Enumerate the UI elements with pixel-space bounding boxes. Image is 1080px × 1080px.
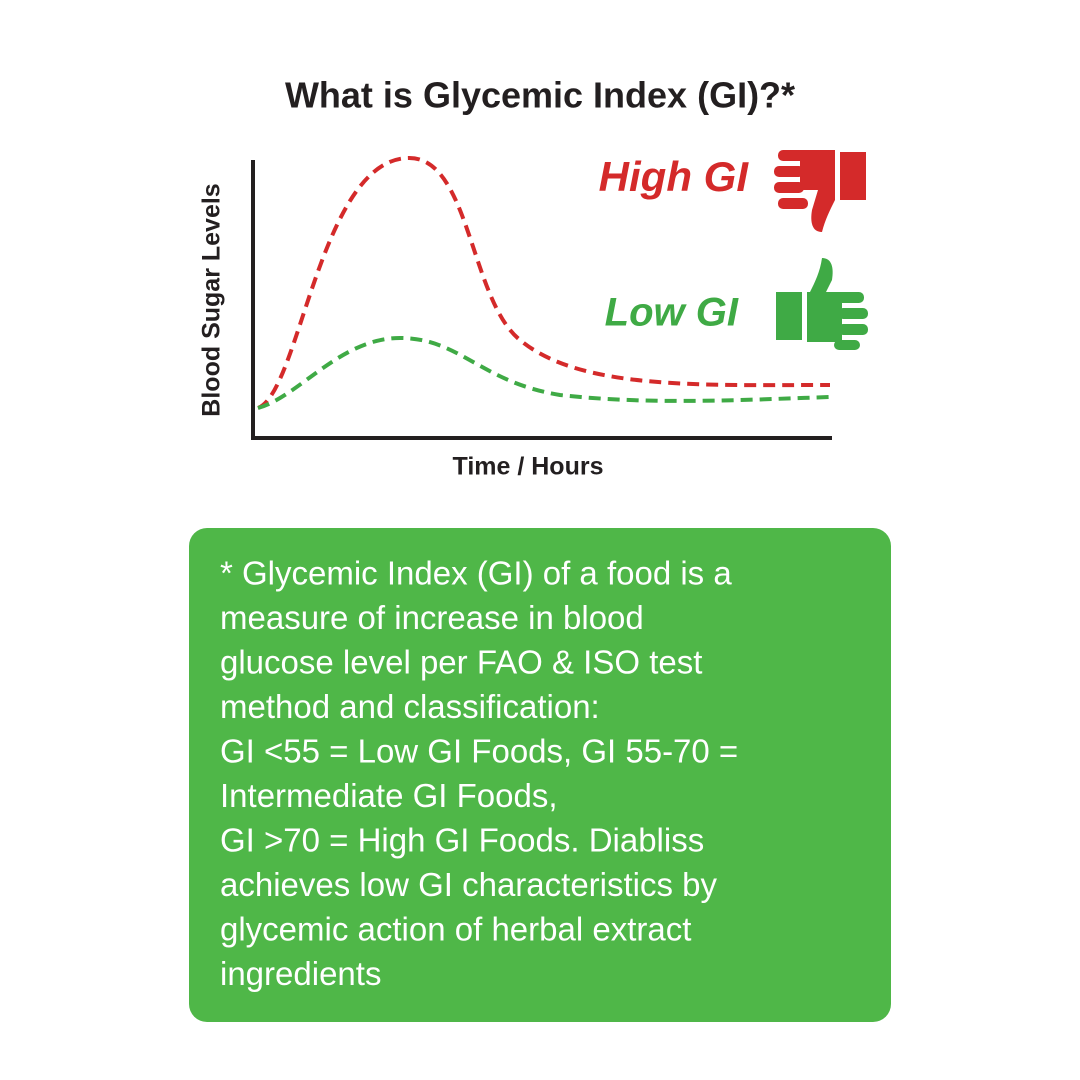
- note-line: glucose level per FAO & ISO test: [220, 644, 702, 681]
- high-gi-curve: [257, 155, 831, 410]
- title: What is Glycemic Index (GI)?*: [285, 75, 795, 116]
- note-line: Intermediate GI Foods,: [220, 777, 558, 814]
- note-line: glycemic action of herbal extract: [220, 911, 691, 948]
- thumbs-up-icon: [776, 258, 868, 350]
- note-line: ingredients: [220, 955, 381, 992]
- high-gi-label: High GI: [599, 153, 750, 200]
- y-axis-label: Blood Sugar Levels: [198, 183, 226, 416]
- low-gi-curve: [257, 335, 831, 410]
- note-box: [189, 528, 891, 1022]
- note-line: measure of increase in blood: [220, 599, 644, 636]
- thumbs-down-icon: [774, 150, 866, 232]
- note-line: GI <55 = Low GI Foods, GI 55-70 =: [220, 733, 738, 770]
- x-axis-label: Time / Hours: [453, 453, 604, 481]
- low-gi-label: Low GI: [605, 291, 739, 335]
- note-line: method and classification:: [220, 688, 600, 725]
- note-text: * Glycemic Index (GI) of a food is a meas…: [220, 555, 738, 993]
- note-line: achieves low GI characteristics by: [220, 866, 718, 903]
- note-line: * Glycemic Index (GI) of a food is a: [220, 555, 732, 592]
- note-line: GI >70 = High GI Foods. Diabliss: [220, 822, 704, 859]
- axes: [251, 160, 832, 440]
